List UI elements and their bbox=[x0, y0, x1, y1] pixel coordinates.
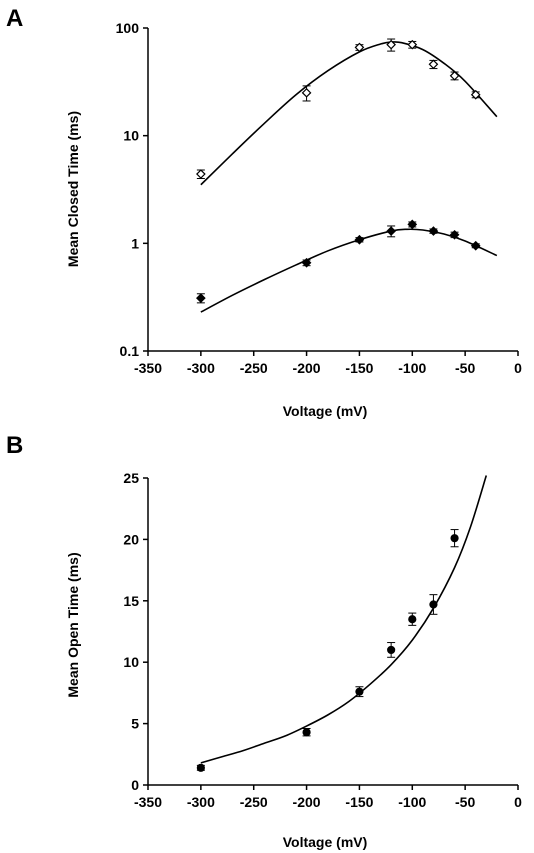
panel-a-diamond-marker bbox=[301, 257, 312, 268]
panel-b-y-tick-label: 5 bbox=[131, 716, 139, 732]
panel-a-diamond-marker bbox=[354, 42, 365, 53]
panel-a-x-tick-label: -100 bbox=[398, 360, 426, 376]
panel-b-x-tick-label: -300 bbox=[187, 794, 215, 810]
panel-a-fit-curve-2 bbox=[200, 228, 498, 313]
panel-a-x-tick-label: -200 bbox=[293, 360, 321, 376]
panel-a-y-tick-label: 1 bbox=[131, 235, 139, 251]
panel-a-diamond-marker bbox=[386, 39, 396, 50]
panel-a-diamond-marker bbox=[470, 89, 481, 100]
panel-b-point bbox=[355, 686, 364, 698]
panel-a-y-tick-label: 10 bbox=[123, 128, 139, 144]
panel-b-circle-marker bbox=[429, 600, 438, 609]
panel-b-circle-marker bbox=[196, 763, 205, 772]
panel-a-diamond-marker bbox=[428, 226, 439, 236]
panel-b-point bbox=[450, 529, 459, 548]
panel-a-diamond-marker bbox=[354, 234, 365, 245]
panel-a-y-ticks: 0.1 1 10 100 bbox=[116, 20, 148, 359]
panel-a-point bbox=[196, 293, 206, 304]
panel-b-y-tick-label: 20 bbox=[123, 531, 139, 547]
panel-a-diamond-marker bbox=[196, 293, 206, 303]
panel-a-point bbox=[407, 219, 418, 230]
panel-a-y-axis-label: Mean Closed Time (ms) bbox=[65, 111, 81, 267]
panel-a-fit-curves bbox=[200, 41, 498, 313]
panel-b-axes bbox=[147, 478, 518, 786]
panel-a-point bbox=[449, 70, 460, 81]
panel-b-y-tick-label: 0 bbox=[131, 777, 139, 793]
panel-b-fit-curves bbox=[200, 475, 488, 764]
panel-a-point bbox=[301, 85, 312, 102]
panel-a-data-points bbox=[196, 38, 481, 304]
panel-a-point bbox=[386, 38, 396, 52]
panel-b-y-tick-label: 10 bbox=[123, 654, 139, 670]
panel-a-y-tick-label: 0.1 bbox=[120, 343, 140, 359]
panel-b-x-tick-label: 0 bbox=[514, 794, 522, 810]
panel-b-x-tick-label: -150 bbox=[345, 794, 373, 810]
panel-a-diamond-marker bbox=[301, 87, 312, 98]
panel-b-point bbox=[408, 612, 417, 626]
panel-b-point bbox=[387, 642, 396, 658]
panel-b-point bbox=[429, 594, 438, 615]
panel-b-circle-marker bbox=[450, 534, 459, 543]
panel-a-axes bbox=[147, 28, 518, 352]
panel-b-x-tick-label: -50 bbox=[455, 794, 475, 810]
panel-a-x-tick-label: -50 bbox=[455, 360, 475, 376]
panel-a-point bbox=[470, 240, 481, 251]
panel-b-circle-marker bbox=[302, 728, 311, 737]
panel-b-x-tick-label: -250 bbox=[240, 794, 268, 810]
panel-a-x-tick-label: -350 bbox=[134, 360, 162, 376]
panel-b-point bbox=[196, 763, 205, 772]
panel-b-y-tick-label: 25 bbox=[123, 470, 139, 486]
panel-a-point bbox=[407, 39, 418, 50]
panel-a-point bbox=[428, 226, 439, 236]
panel-a-x-ticks: -350 -300 -250 -200 -150 -100 -50 0 bbox=[134, 351, 522, 376]
panel-a-x-tick-label: 0 bbox=[514, 360, 522, 376]
panel-a-diamond-marker bbox=[407, 219, 418, 230]
panel-b-x-tick-label: -350 bbox=[134, 794, 162, 810]
panel-a-point bbox=[449, 229, 460, 240]
panel-a-diamond-marker bbox=[386, 226, 396, 236]
panel-b-point bbox=[302, 728, 311, 737]
panel-b-fit-curve-1 bbox=[200, 475, 488, 764]
panel-b-y-tick-label: 15 bbox=[123, 593, 139, 609]
panel-a-diamond-marker bbox=[428, 59, 439, 70]
panel-a-point bbox=[354, 42, 365, 53]
panel-b-circle-marker bbox=[355, 687, 364, 696]
panel-a-point bbox=[301, 257, 312, 268]
panel-a-diamond-marker bbox=[449, 229, 460, 240]
panel-b-circle-marker bbox=[408, 615, 417, 624]
panel-a-point bbox=[428, 59, 439, 70]
panel-a-point bbox=[196, 169, 206, 180]
panel-a-point bbox=[386, 225, 396, 238]
panel-a-diamond-marker bbox=[449, 70, 460, 81]
panel-b-x-tick-label: -100 bbox=[398, 794, 426, 810]
panel-a-diamond-marker bbox=[407, 39, 418, 50]
panel-a: A 0.1 1 10 100 -350 -300 -250 -200 -150 -100 -50 0… bbox=[6, 5, 522, 419]
panel-a-x-tick-label: -250 bbox=[240, 360, 268, 376]
panel-a-diamond-marker bbox=[470, 240, 481, 251]
panel-b-data-points bbox=[196, 529, 459, 772]
panel-b-x-axis-label: Voltage (mV) bbox=[283, 834, 368, 850]
panel-a-y-tick-label: 100 bbox=[116, 20, 140, 36]
panel-a-point bbox=[354, 234, 365, 245]
panel-b-y-axis-label: Mean Open Time (ms) bbox=[65, 552, 81, 697]
panel-b-x-ticks: -350 -300 -250 -200 -150 -100 -50 0 bbox=[134, 785, 522, 810]
panel-a-point bbox=[470, 89, 481, 100]
panel-b-label: B bbox=[6, 432, 23, 459]
panel-a-x-tick-label: -300 bbox=[187, 360, 215, 376]
panel-b-y-ticks: 0 5 10 15 20 25 bbox=[123, 470, 148, 793]
panel-a-diamond-marker bbox=[196, 169, 206, 179]
panel-b-x-tick-label: -200 bbox=[293, 794, 321, 810]
panel-a-x-axis-label: Voltage (mV) bbox=[283, 403, 368, 419]
panel-a-x-tick-label: -150 bbox=[345, 360, 373, 376]
panel-a-fit-curve-1 bbox=[200, 41, 498, 186]
panel-b-circle-marker bbox=[387, 645, 396, 655]
panel-b: B 0 5 10 15 20 25 -350 -300 -250 -200 -150 -100 -50… bbox=[6, 432, 522, 850]
panel-a-label: A bbox=[6, 5, 23, 32]
